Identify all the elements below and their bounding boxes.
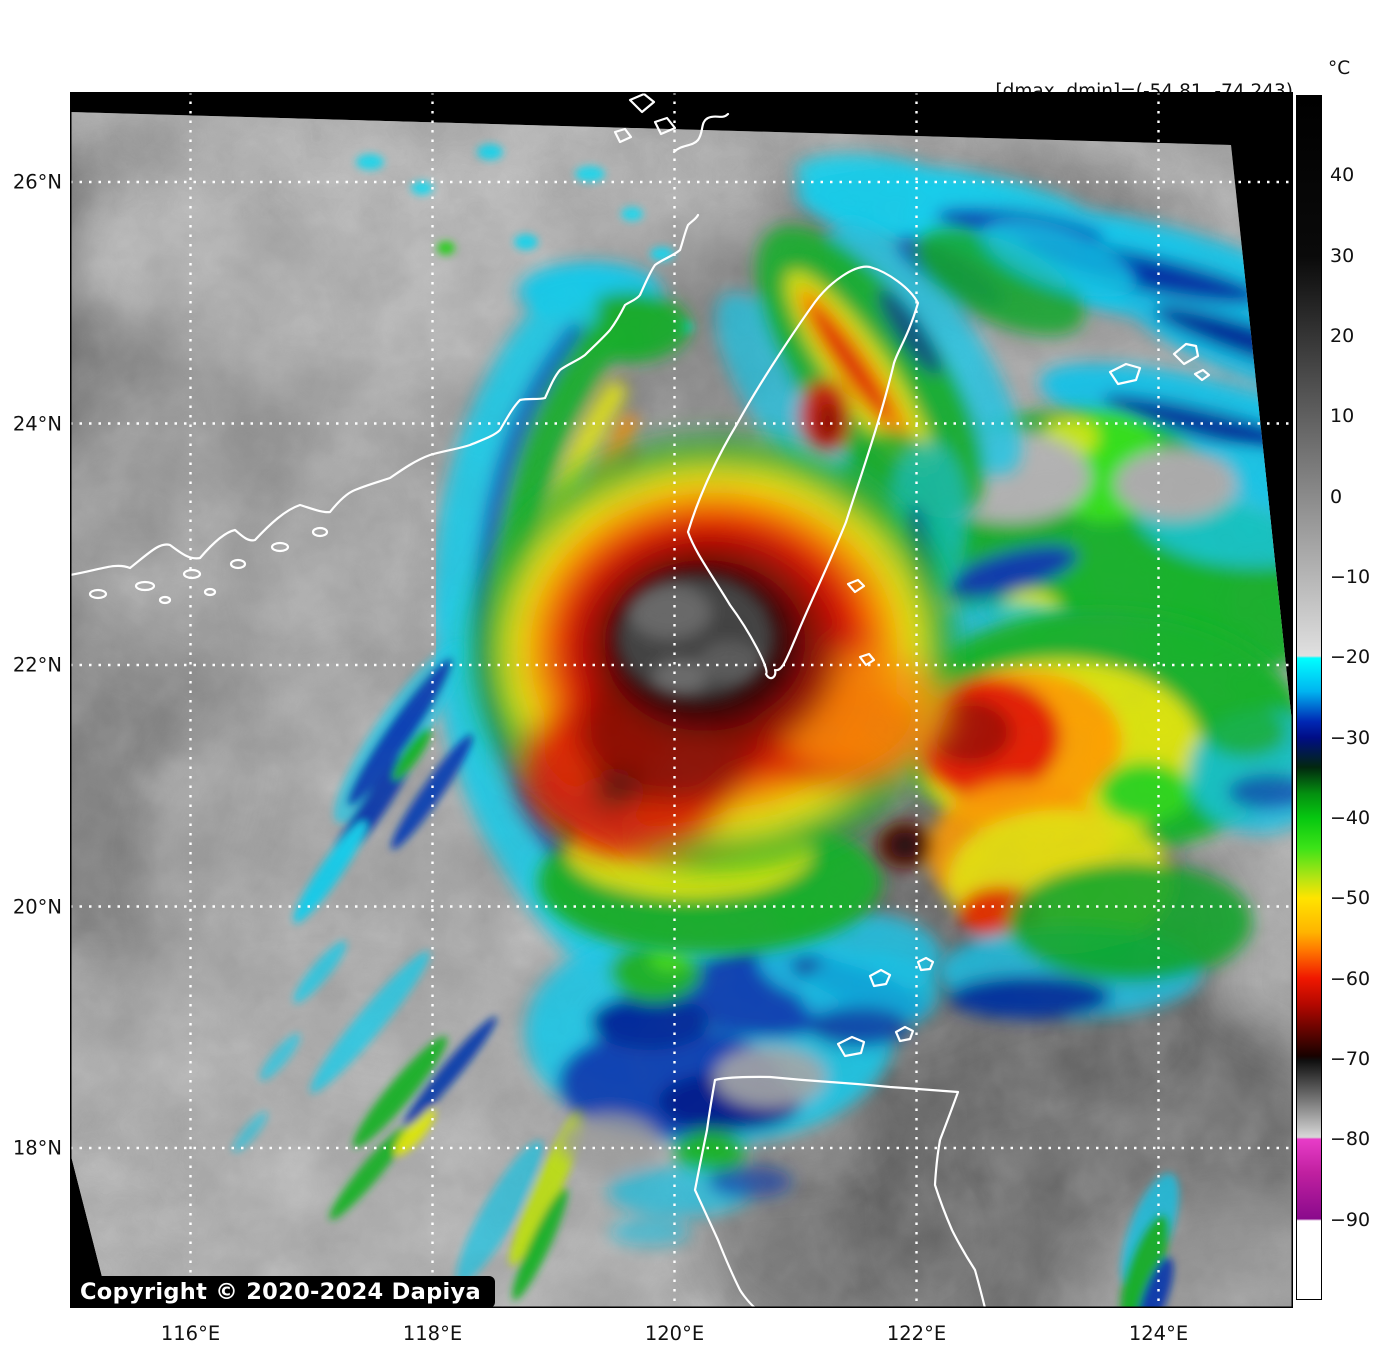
- colorbar-tick: 0: [1330, 485, 1343, 508]
- x-axis-label: 122°E: [886, 1322, 947, 1345]
- china-coast-north-fragment: [672, 112, 730, 154]
- colorbar-tick: −20: [1330, 646, 1371, 669]
- plot-frame: [70, 92, 1293, 1308]
- colorbar-tick: −30: [1330, 726, 1371, 749]
- colorbar-tick: 20: [1330, 325, 1355, 347]
- colorbar-tick: −50: [1330, 887, 1371, 910]
- colorbar: 40 30 20 10 0 −10 −20 −30 −40 −50 −60 −7…: [1296, 95, 1390, 1300]
- ryukyu-islets: [1108, 342, 1211, 386]
- coastlines: [68, 92, 1211, 1310]
- coastal-islets: [88, 526, 329, 605]
- scan-area: [70, 112, 1293, 1308]
- colorbar-tick: 40: [1330, 164, 1355, 187]
- taiwan-coastline: [686, 265, 920, 680]
- y-axis-label: 26°N: [12, 170, 62, 194]
- y-axis-label: 24°N: [12, 412, 62, 435]
- coastal-islets-top: [613, 92, 677, 144]
- satellite-map: [68, 92, 1293, 1310]
- colorbar-unit-label: °C: [1328, 58, 1351, 79]
- colorbar-tick: 30: [1330, 244, 1355, 267]
- babuyan-islands: [836, 956, 935, 1058]
- y-axis-label: 22°N: [12, 653, 62, 677]
- colorbar-tick: −60: [1330, 967, 1371, 990]
- copyright-badge: Copyright © 2020-2024 Dapiya: [70, 1276, 495, 1308]
- colorbar-gradient: [1296, 95, 1322, 1300]
- y-axis-label: 20°N: [12, 895, 62, 918]
- x-axis-label: 118°E: [402, 1322, 463, 1345]
- colorbar-tick: −90: [1330, 1208, 1371, 1231]
- x-axis-label: 116°E: [160, 1322, 221, 1345]
- china-coast: [68, 213, 700, 577]
- taiwan-offshore-islets: [846, 578, 876, 667]
- colorbar-tick: 10: [1330, 405, 1355, 428]
- colorbar-tick: −40: [1330, 807, 1371, 829]
- satellite-image: [68, 92, 1293, 1310]
- colorbar-tick: −10: [1330, 566, 1371, 588]
- latlon-grid: [70, 92, 1293, 1308]
- colorbar-tick: −80: [1330, 1128, 1371, 1151]
- x-axis-label: 120°E: [644, 1322, 705, 1345]
- luzon-coastline: [693, 1075, 987, 1310]
- y-axis-label: 18°N: [12, 1136, 62, 1160]
- colorbar-tick: −70: [1330, 1048, 1371, 1070]
- x-axis-label: 124°E: [1128, 1322, 1189, 1345]
